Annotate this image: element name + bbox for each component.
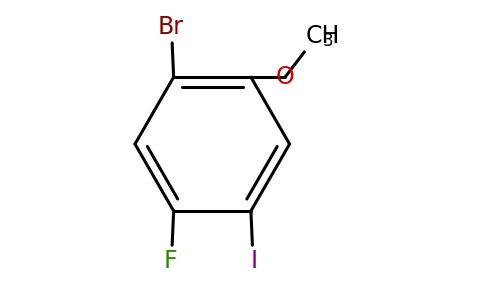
Text: I: I [250,249,257,273]
Text: 3: 3 [323,32,334,50]
Text: O: O [276,65,294,89]
Text: CH: CH [306,24,340,48]
Text: F: F [164,249,178,273]
Text: Br: Br [158,15,183,39]
